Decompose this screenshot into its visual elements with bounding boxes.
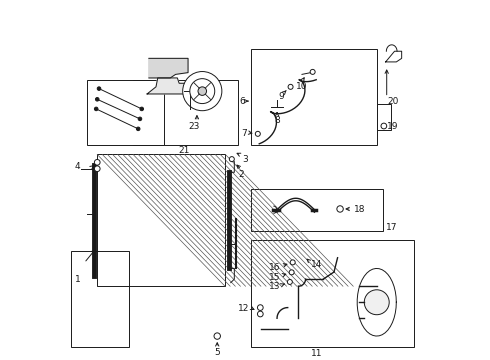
Bar — [251, 240, 415, 347]
Circle shape — [136, 127, 140, 131]
Text: 23: 23 — [189, 122, 200, 131]
Circle shape — [381, 123, 387, 129]
Polygon shape — [149, 58, 188, 78]
Polygon shape — [147, 78, 184, 94]
Circle shape — [310, 69, 315, 75]
Circle shape — [95, 159, 100, 165]
Bar — [133, 80, 238, 144]
Circle shape — [214, 333, 220, 339]
Circle shape — [257, 305, 263, 310]
Bar — [251, 49, 377, 144]
Text: 4: 4 — [75, 162, 80, 171]
Text: 9: 9 — [279, 92, 285, 101]
Circle shape — [255, 131, 260, 136]
Text: 2: 2 — [239, 170, 244, 179]
Circle shape — [364, 290, 389, 315]
Text: 1: 1 — [75, 275, 80, 284]
Circle shape — [97, 87, 101, 90]
Circle shape — [337, 206, 343, 212]
Text: 12: 12 — [238, 304, 249, 313]
Text: 14: 14 — [311, 260, 322, 269]
Circle shape — [229, 157, 234, 162]
Text: 3: 3 — [242, 154, 248, 163]
Text: 13: 13 — [269, 283, 281, 292]
Text: 7: 7 — [241, 129, 247, 138]
Bar — [71, 251, 129, 347]
Circle shape — [198, 87, 207, 95]
Circle shape — [95, 107, 98, 111]
Bar — [251, 189, 383, 231]
Bar — [97, 154, 225, 286]
Text: 19: 19 — [388, 122, 399, 131]
Text: 8: 8 — [274, 116, 280, 125]
Circle shape — [257, 311, 263, 317]
Circle shape — [183, 72, 222, 111]
Circle shape — [290, 260, 295, 265]
Circle shape — [287, 279, 293, 284]
Text: 6: 6 — [239, 96, 245, 105]
Circle shape — [96, 98, 99, 101]
Text: 11: 11 — [311, 349, 322, 358]
Text: 18: 18 — [354, 205, 365, 214]
Circle shape — [138, 117, 142, 121]
Circle shape — [140, 107, 144, 111]
Bar — [87, 80, 164, 144]
Text: 5: 5 — [214, 348, 220, 357]
Circle shape — [95, 166, 100, 172]
Circle shape — [288, 84, 293, 89]
Text: 15: 15 — [269, 273, 281, 282]
Text: 22: 22 — [88, 84, 99, 93]
Circle shape — [289, 270, 294, 275]
Text: 21: 21 — [179, 146, 190, 155]
Circle shape — [190, 78, 215, 104]
Bar — [377, 104, 391, 130]
Text: 10: 10 — [296, 82, 308, 91]
Text: 16: 16 — [269, 263, 281, 272]
Text: 20: 20 — [388, 96, 399, 105]
Text: 17: 17 — [386, 223, 397, 232]
